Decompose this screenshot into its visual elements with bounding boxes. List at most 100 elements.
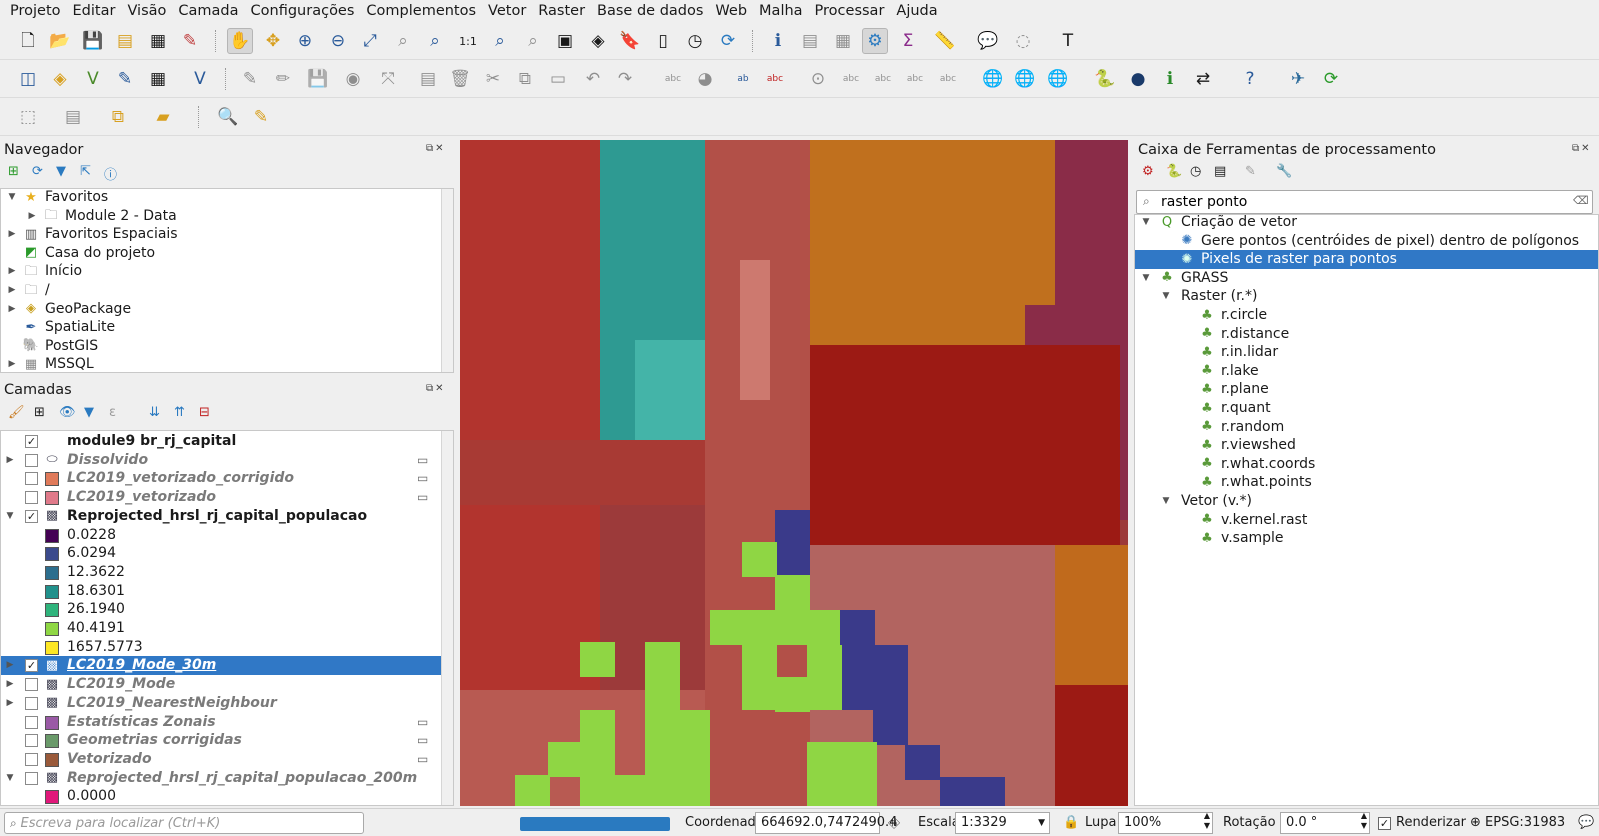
processing-search-box[interactable]: ⌕ ⌫ [1136, 190, 1593, 214]
statistics-sum-icon[interactable]: Σ [902, 30, 914, 51]
metadata-search-icon[interactable]: ℹ [1166, 68, 1174, 89]
legend-class[interactable]: 1657.5773 [1, 638, 441, 657]
navigator-item[interactable]: ▶ 🗀 Início [1, 262, 439, 281]
navigator-scrollbar[interactable] [441, 189, 453, 372]
add-wfs-icon[interactable]: 🌐 [1014, 68, 1036, 89]
options-wrench-icon[interactable]: 🔧 [1276, 164, 1293, 179]
expand-arrow-icon[interactable]: ▼ [1162, 496, 1170, 506]
edit-features-in-place-icon[interactable]: ✎ [1245, 164, 1256, 179]
embedded-layer-indicator-icon[interactable]: ▭ [417, 490, 429, 505]
add-wms-icon[interactable]: 🌐 [982, 68, 1004, 89]
expand-arrow-icon[interactable]: ▶ [6, 697, 14, 708]
zoom-out-icon[interactable]: ⊖ [330, 30, 346, 51]
zoom-in-icon[interactable]: ⊕ [297, 30, 313, 51]
print-layout-icon[interactable]: ▦ [149, 30, 167, 51]
filter-icon[interactable]: ▼ [56, 164, 66, 179]
layer-item[interactable]: ▼ ✓ ▩ Reprojected_hrsl_rj_capital_populacao [1, 507, 441, 526]
open-project-icon[interactable]: 📂 [49, 30, 71, 51]
menu-item[interactable]: Vetor [488, 3, 527, 19]
temporal-controller-icon[interactable]: ◷ [687, 30, 703, 51]
collapse-arrow-icon[interactable]: ▶ [28, 210, 36, 221]
render-checkbox[interactable]: ✓ [1378, 817, 1391, 830]
navigator-item[interactable]: ▶ ◈ GeoPackage [1, 300, 439, 319]
open-attribute-table-icon[interactable]: ▤ [801, 30, 819, 51]
navigator-item[interactable]: ▶ 🗀 Module 2 - Data [1, 207, 439, 226]
results-viewer-icon[interactable]: ▤ [1214, 164, 1227, 179]
embedded-layer-indicator-icon[interactable]: ▭ [417, 733, 429, 748]
algorithm-group[interactable]: ▼ ♣ GRASS [1135, 269, 1598, 288]
legend-class[interactable]: 12.3622 [1, 563, 441, 582]
history-icon[interactable]: ◷ [1190, 164, 1202, 179]
remove-layer-icon[interactable]: ⊟ [199, 405, 210, 420]
filter-legend-icon[interactable]: ▼ [84, 405, 94, 420]
modify-attributes-icon[interactable]: ▤ [419, 68, 437, 89]
zoom-full-icon[interactable]: ⤢ [363, 30, 377, 51]
scripts-icon[interactable]: 🐍 [1166, 164, 1183, 179]
layers-float-close-icon[interactable]: ⧉✕ [426, 383, 446, 394]
layer-visibility-checkbox[interactable]: ✓ [25, 435, 38, 448]
navigator-item[interactable]: ▶✒SpatiaLite [1, 318, 439, 337]
legend-class[interactable]: 18.6301 [1, 582, 441, 601]
vertex-tool-icon[interactable]: ⤧ [381, 68, 395, 89]
show-hide-labels-icon[interactable]: abc [842, 73, 860, 84]
refresh-icon[interactable]: ⟳ [720, 30, 736, 51]
style-manager-icon[interactable]: ✎ [182, 30, 198, 51]
layer-visibility-checkbox[interactable] [25, 734, 38, 748]
collapse-arrow-icon[interactable]: ▶ [8, 285, 16, 295]
plugin-satellite-icon[interactable]: ✈ [1290, 68, 1306, 89]
layer-item[interactable]: Estatísticas Zonais ▭ [1, 713, 441, 732]
cut-icon[interactable]: ✂ [485, 68, 501, 89]
expand-arrow-icon[interactable]: ▼ [6, 510, 14, 521]
locator-bar[interactable]: ⌕ Escreva para localizar (Ctrl+K) [4, 812, 364, 834]
clear-search-icon[interactable]: ⌫ [1573, 194, 1589, 207]
algorithm-group[interactable]: ▼ Q Criação de vetor [1135, 215, 1598, 232]
vector-info-icon[interactable]: V [194, 68, 206, 89]
layer-labeling-icon[interactable]: ab [737, 73, 749, 84]
new-geopackage-layer-icon[interactable]: ◈ [53, 68, 67, 89]
rotation-field[interactable]: 0.0 ° ▲ ▼ [1280, 811, 1370, 834]
embedded-layer-indicator-icon[interactable]: ▭ [417, 452, 429, 467]
magnifier-field[interactable]: 100% ▲ ▼ [1118, 811, 1213, 834]
scale-tool-icon[interactable]: ✎ [253, 106, 269, 127]
layer-item[interactable]: ▶ ▩ LC2019_NearestNeighbour [1, 694, 441, 713]
paste-icon[interactable]: ▭ [549, 68, 567, 89]
add-feature-icon[interactable]: ◉ [345, 68, 361, 89]
legend-class[interactable]: 26.1940 [1, 600, 441, 619]
algorithm-item[interactable]: ♣ r.in.lidar [1135, 343, 1598, 362]
layer-visibility-checkbox[interactable] [25, 453, 38, 467]
save-as-icon[interactable]: ▤ [116, 30, 134, 51]
menu-item[interactable]: Processar [814, 3, 885, 19]
algorithm-group[interactable]: ▼ Vetor (v.*) [1135, 492, 1598, 511]
diagram-tool-icon[interactable]: ◕ [697, 68, 713, 89]
legend-class[interactable]: 0.0000 [1, 787, 441, 805]
layer-visibility-checkbox[interactable] [25, 472, 38, 486]
redo-icon[interactable]: ↷ [617, 68, 633, 89]
info-icon[interactable]: ⓘ [104, 168, 118, 183]
select-value-icon[interactable]: ▤ [64, 106, 82, 127]
save-edits-icon[interactable]: 💾 [307, 68, 329, 89]
measure-icon[interactable]: 📏 [934, 30, 956, 51]
text-annotation-icon[interactable]: T [1062, 30, 1074, 51]
new-shapefile-icon[interactable]: V [87, 68, 99, 89]
collapse-arrow-icon[interactable]: ▶ [8, 303, 16, 314]
map-tips-icon[interactable]: 💬 [977, 30, 999, 51]
menu-item[interactable]: Complementos [366, 3, 477, 19]
legend-class[interactable]: 40.4191 [1, 619, 441, 638]
expand-all-icon[interactable]: ⇊ [149, 405, 160, 420]
algorithm-item[interactable]: ♣ v.kernel.rast [1135, 511, 1598, 530]
field-calculator-icon[interactable]: ▦ [834, 30, 852, 51]
navigator-item[interactable]: ▶🐘PostGIS [1, 337, 439, 356]
legend-class[interactable]: 6.0294 [1, 544, 441, 563]
layer-visibility-checkbox[interactable]: ✓ [25, 659, 38, 673]
annotation-icon[interactable]: ◌ [1015, 30, 1031, 51]
menu-item[interactable]: Malha [759, 3, 803, 19]
layer-item[interactable]: ▶ ▩ LC2019_Mode [1, 675, 441, 694]
toolbox-gear-icon[interactable]: ⚙ [862, 28, 888, 54]
algorithm-item[interactable]: ♣ r.what.coords [1135, 455, 1598, 474]
algorithm-item[interactable]: ♣ r.quant [1135, 399, 1598, 418]
digitize-icon[interactable]: ✎ [117, 68, 133, 89]
expand-arrow-icon[interactable]: ▼ [6, 772, 14, 783]
layer-item[interactable]: LC2019_vetorizado ▭ [1, 488, 441, 507]
menu-item[interactable]: Editar [72, 3, 116, 19]
layer-item[interactable]: LC2019_vetorizado_corrigido ▭ [1, 469, 441, 488]
